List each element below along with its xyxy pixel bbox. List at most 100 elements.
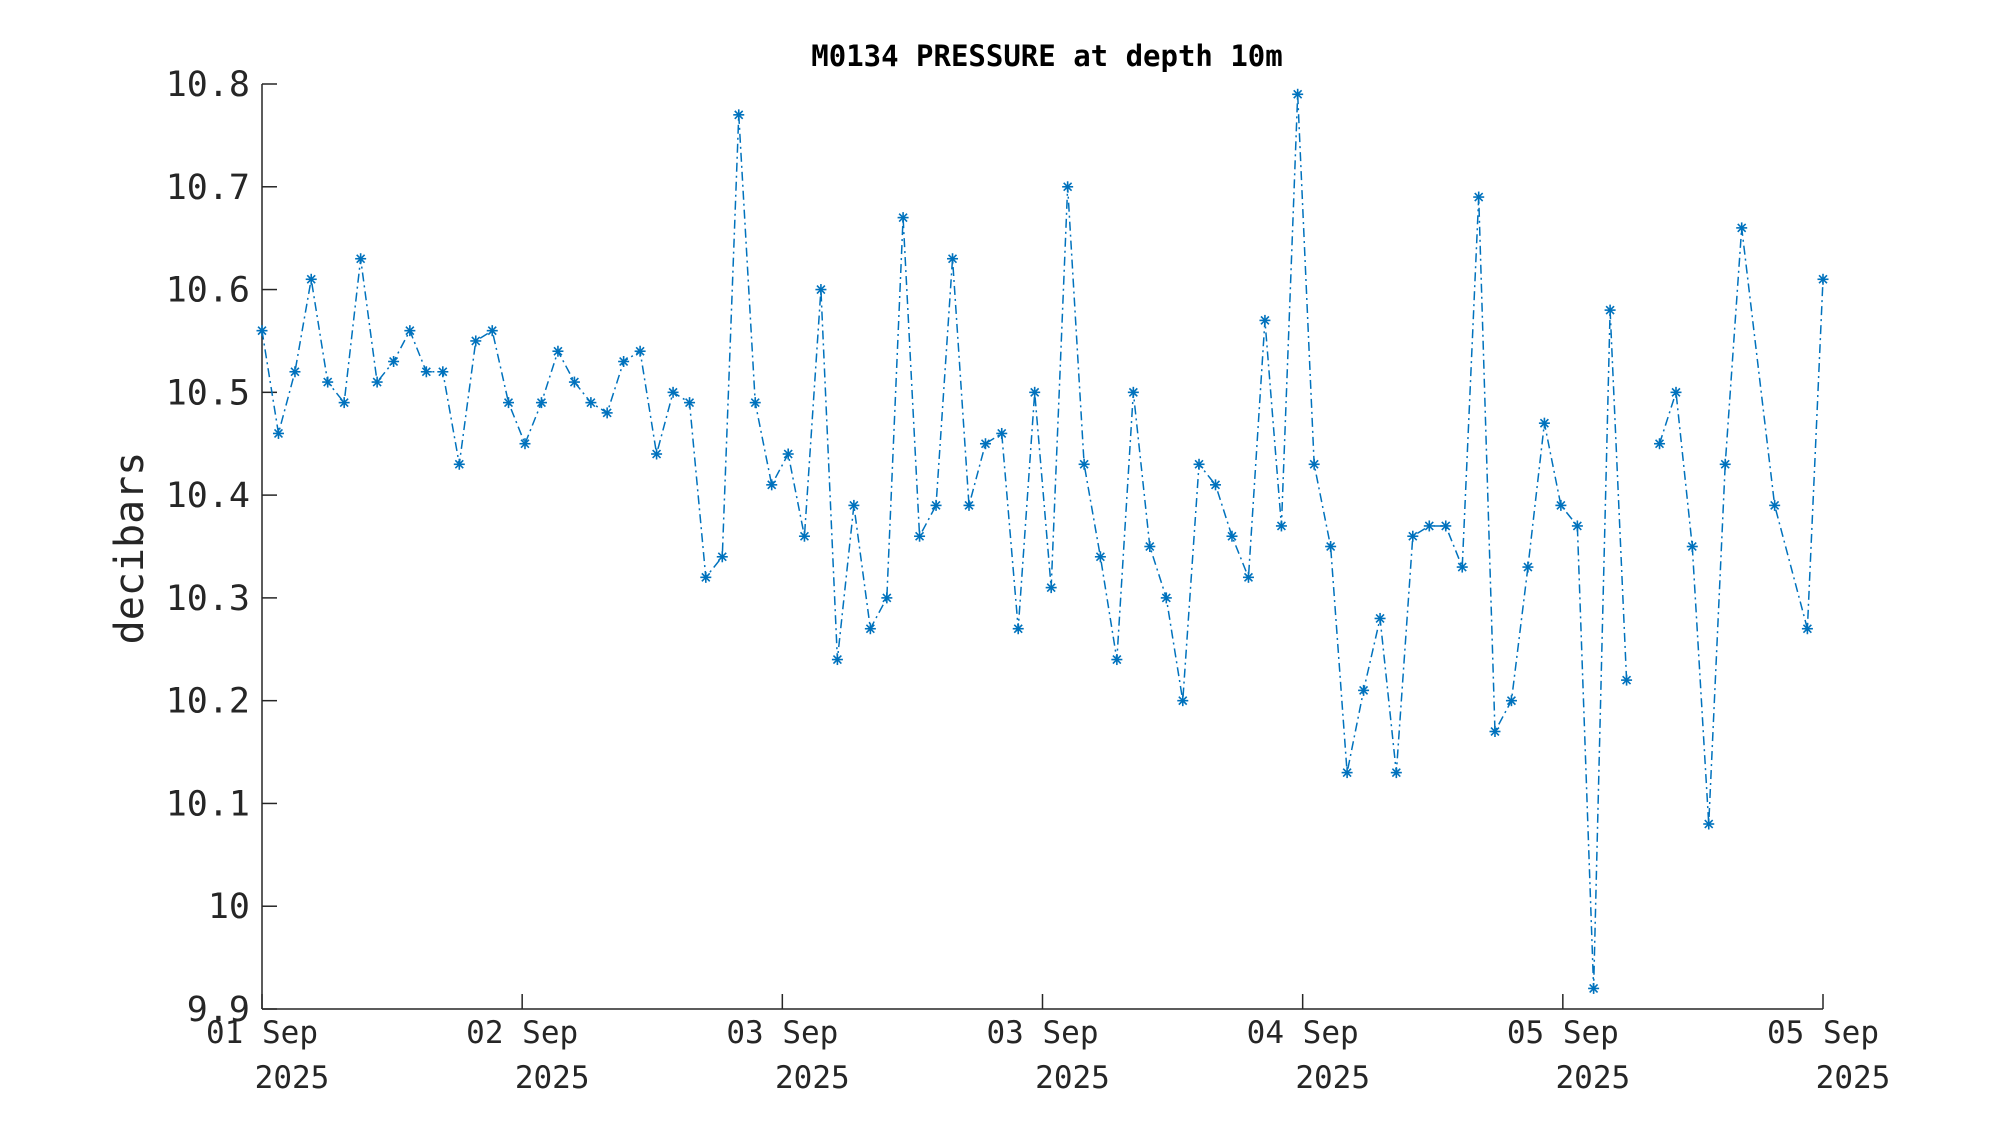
data-point bbox=[289, 366, 301, 378]
data-point bbox=[864, 623, 876, 635]
x-tick-label-year: 2025 bbox=[515, 1060, 590, 1096]
data-point bbox=[1029, 386, 1041, 398]
data-point bbox=[667, 386, 679, 398]
data-point bbox=[371, 376, 383, 388]
data-point bbox=[486, 325, 498, 337]
x-tick-label-date: 04 Sep bbox=[1247, 1015, 1359, 1051]
y-tick-label: 10.2 bbox=[166, 682, 250, 722]
data-point bbox=[388, 356, 400, 367]
data-point bbox=[1473, 191, 1485, 203]
data-point bbox=[749, 397, 761, 409]
series-line bbox=[261, 94, 1628, 989]
data-point bbox=[1588, 982, 1600, 994]
data-point bbox=[1210, 479, 1222, 491]
data-point bbox=[930, 499, 942, 511]
data-point bbox=[1111, 654, 1123, 666]
data-point bbox=[1736, 222, 1748, 234]
x-tick-label-date: 03 Sep bbox=[726, 1015, 838, 1051]
data-point bbox=[272, 427, 284, 439]
series-layer bbox=[256, 88, 1829, 994]
data-point bbox=[1407, 530, 1419, 542]
data-point bbox=[1193, 458, 1205, 470]
data-point bbox=[1621, 674, 1633, 686]
data-point bbox=[1423, 520, 1435, 532]
data-point bbox=[1505, 695, 1517, 707]
data-point bbox=[1177, 695, 1189, 707]
data-point bbox=[1654, 438, 1666, 450]
data-point bbox=[1571, 520, 1583, 532]
data-point bbox=[963, 499, 975, 511]
data-point bbox=[1078, 458, 1090, 470]
data-point bbox=[1275, 520, 1287, 532]
y-axis-label: decibars bbox=[107, 452, 153, 645]
y-tick-label: 10.5 bbox=[166, 373, 250, 413]
data-point bbox=[1456, 561, 1468, 573]
y-tick-label: 10.8 bbox=[166, 65, 250, 105]
data-point bbox=[996, 427, 1008, 439]
data-point bbox=[1374, 612, 1386, 624]
y-tick-label: 10.7 bbox=[166, 168, 250, 208]
data-point bbox=[1308, 458, 1320, 470]
x-tick-label-year: 2025 bbox=[1295, 1060, 1370, 1096]
data-point bbox=[733, 109, 745, 121]
data-point bbox=[585, 397, 597, 409]
x-tick-label-year: 2025 bbox=[1556, 1060, 1631, 1096]
data-point bbox=[1094, 551, 1106, 563]
data-point bbox=[1325, 541, 1337, 552]
data-point bbox=[1670, 386, 1682, 398]
data-point bbox=[618, 356, 630, 367]
data-point bbox=[437, 366, 449, 378]
data-point bbox=[1440, 520, 1452, 532]
data-point bbox=[1686, 541, 1698, 552]
y-tick-label: 10 bbox=[208, 887, 250, 927]
data-point bbox=[1390, 767, 1402, 779]
x-tick-label-year: 2025 bbox=[1816, 1060, 1891, 1096]
data-point bbox=[1719, 458, 1731, 470]
data-point bbox=[338, 397, 350, 409]
chart-title: M0134 PRESSURE at depth 10m bbox=[811, 39, 1282, 73]
data-point bbox=[700, 571, 712, 583]
data-point bbox=[470, 335, 482, 347]
data-point bbox=[503, 397, 515, 409]
data-point bbox=[1144, 541, 1156, 552]
data-point bbox=[552, 345, 564, 357]
data-point bbox=[1538, 417, 1550, 429]
data-point bbox=[766, 479, 778, 491]
data-point bbox=[1127, 386, 1139, 398]
data-point bbox=[1522, 561, 1534, 573]
y-tick-label: 10.1 bbox=[166, 784, 250, 824]
y-tick-label: 10.4 bbox=[166, 476, 250, 516]
data-point bbox=[1226, 530, 1238, 542]
data-point bbox=[1242, 571, 1254, 583]
data-point bbox=[897, 212, 909, 224]
data-point bbox=[601, 407, 613, 419]
y-tick-label: 9.9 bbox=[187, 990, 250, 1030]
data-point bbox=[979, 438, 991, 450]
data-point bbox=[1160, 592, 1172, 604]
x-tick-label-date: 02 Sep bbox=[466, 1015, 578, 1051]
data-point bbox=[716, 551, 728, 563]
x-ticks: 01 Sep 2025 02 Sep 2025 03 Sep 2025 03 Sep 2025… bbox=[206, 994, 1890, 1096]
data-point bbox=[404, 325, 416, 337]
data-point bbox=[519, 438, 531, 450]
data-point bbox=[684, 397, 696, 409]
data-point bbox=[535, 397, 547, 409]
x-tick-label-year: 2025 bbox=[255, 1060, 330, 1096]
data-point bbox=[881, 592, 893, 604]
data-point bbox=[831, 654, 843, 666]
data-point bbox=[305, 273, 317, 285]
data-point bbox=[453, 458, 465, 470]
x-tick-label-year: 2025 bbox=[775, 1060, 850, 1096]
x-tick-label-date: 01 Sep bbox=[206, 1015, 318, 1051]
series-line bbox=[1658, 227, 1824, 825]
y-tick-label: 10.6 bbox=[166, 271, 250, 311]
data-point bbox=[947, 253, 959, 265]
data-point bbox=[1259, 314, 1271, 326]
data-point bbox=[848, 499, 860, 511]
data-point bbox=[1012, 623, 1024, 635]
data-point bbox=[1555, 499, 1567, 511]
data-point bbox=[1358, 684, 1370, 696]
data-point bbox=[914, 530, 926, 542]
